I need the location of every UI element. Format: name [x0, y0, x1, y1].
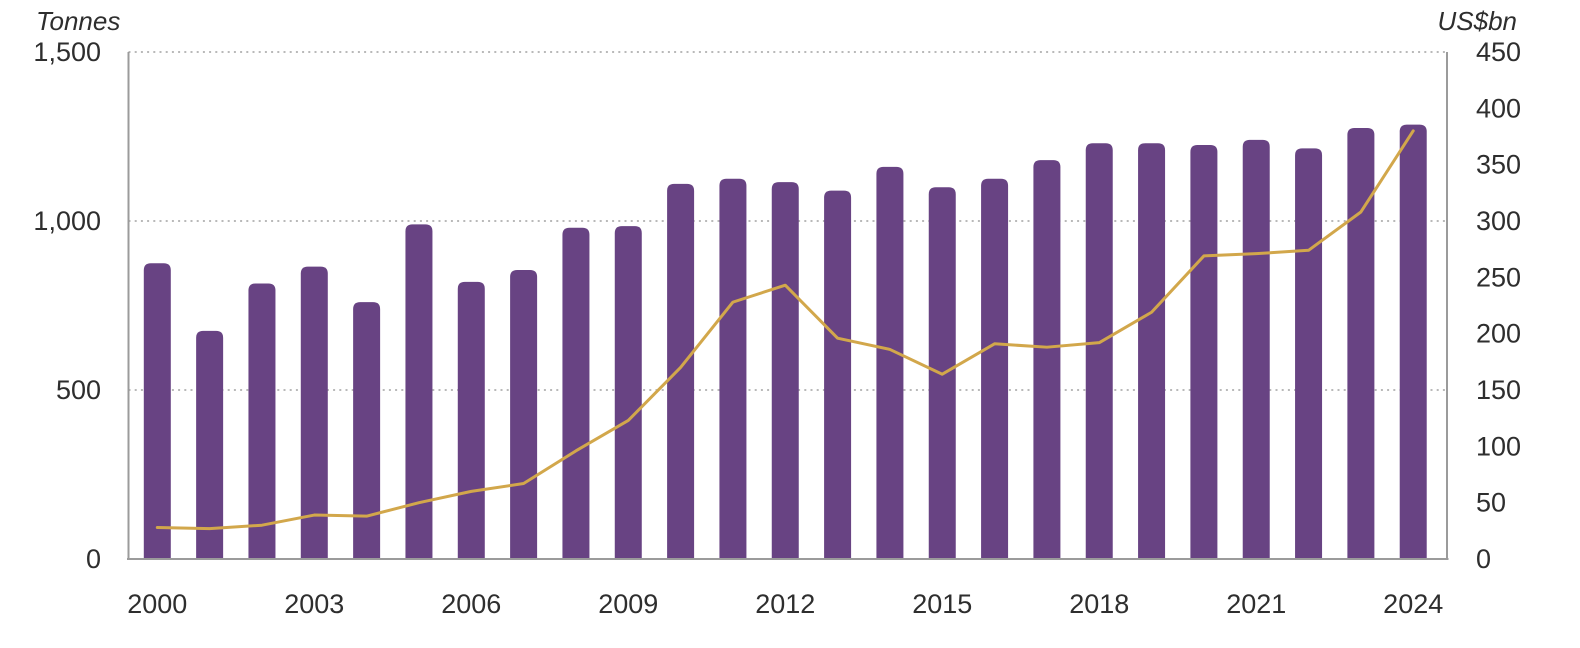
- bar-2014: [876, 166, 904, 559]
- x-tick-label-2012: 2012: [755, 589, 815, 619]
- right-tick-label-50: 50: [1476, 488, 1506, 518]
- right-tick-label-350: 350: [1476, 150, 1521, 180]
- x-tick-label-2015: 2015: [912, 589, 972, 619]
- x-tick-label-2018: 2018: [1069, 589, 1129, 619]
- right-tick-label-0: 0: [1476, 544, 1491, 574]
- right-tick-label-250: 250: [1476, 262, 1521, 292]
- right-tick-label-450: 450: [1476, 37, 1521, 67]
- bar-2002: [248, 283, 276, 558]
- bar-2018: [1085, 143, 1113, 558]
- bar-2024: [1399, 124, 1427, 559]
- bar-2011: [719, 178, 747, 558]
- bar-2012: [771, 182, 799, 558]
- x-tick-label-2003: 2003: [284, 589, 344, 619]
- bar-2013: [824, 190, 852, 558]
- bar-2005: [405, 224, 433, 558]
- x-tick-label-2024: 2024: [1383, 589, 1443, 619]
- bar-2016: [981, 178, 1009, 558]
- bar-2010: [667, 183, 695, 558]
- x-tick-label-2021: 2021: [1226, 589, 1286, 619]
- bar-2003: [300, 266, 328, 558]
- x-tick-label-2009: 2009: [598, 589, 658, 619]
- bar-2009: [614, 226, 642, 558]
- left-tick-label-500: 500: [56, 375, 101, 405]
- right-tick-label-100: 100: [1476, 431, 1521, 461]
- x-tick-label-2006: 2006: [441, 589, 501, 619]
- bar-2021: [1242, 139, 1270, 558]
- right-tick-label-200: 200: [1476, 319, 1521, 349]
- left-axis-title: Tonnes: [36, 6, 120, 36]
- bar-2022: [1295, 148, 1323, 558]
- bar-2020: [1190, 144, 1218, 558]
- right-tick-label-150: 150: [1476, 375, 1521, 405]
- value-line: [155, 129, 1415, 531]
- right-tick-label-300: 300: [1476, 206, 1521, 236]
- bar-2006: [457, 281, 485, 558]
- bar-2008: [562, 227, 590, 558]
- bar-2023: [1347, 128, 1375, 559]
- bar-2007: [510, 270, 538, 558]
- bar-2000: [143, 263, 171, 558]
- bar-2017: [1033, 160, 1061, 558]
- bar-2019: [1138, 143, 1166, 558]
- right-axis-title: US$bn: [1438, 6, 1518, 36]
- x-tick-label-2000: 2000: [127, 589, 187, 619]
- plot-layer: 0 500 1,000 1,500 0 50 100 150 200 250 300 350 400 45…: [33, 37, 1521, 619]
- left-tick-label-1,000: 1,000: [33, 206, 101, 236]
- left-tick-label-1,500: 1,500: [33, 37, 101, 67]
- bar-2001: [196, 330, 224, 558]
- right-tick-label-400: 400: [1476, 93, 1521, 123]
- bar-2004: [353, 302, 381, 558]
- left-tick-label-0: 0: [86, 544, 101, 574]
